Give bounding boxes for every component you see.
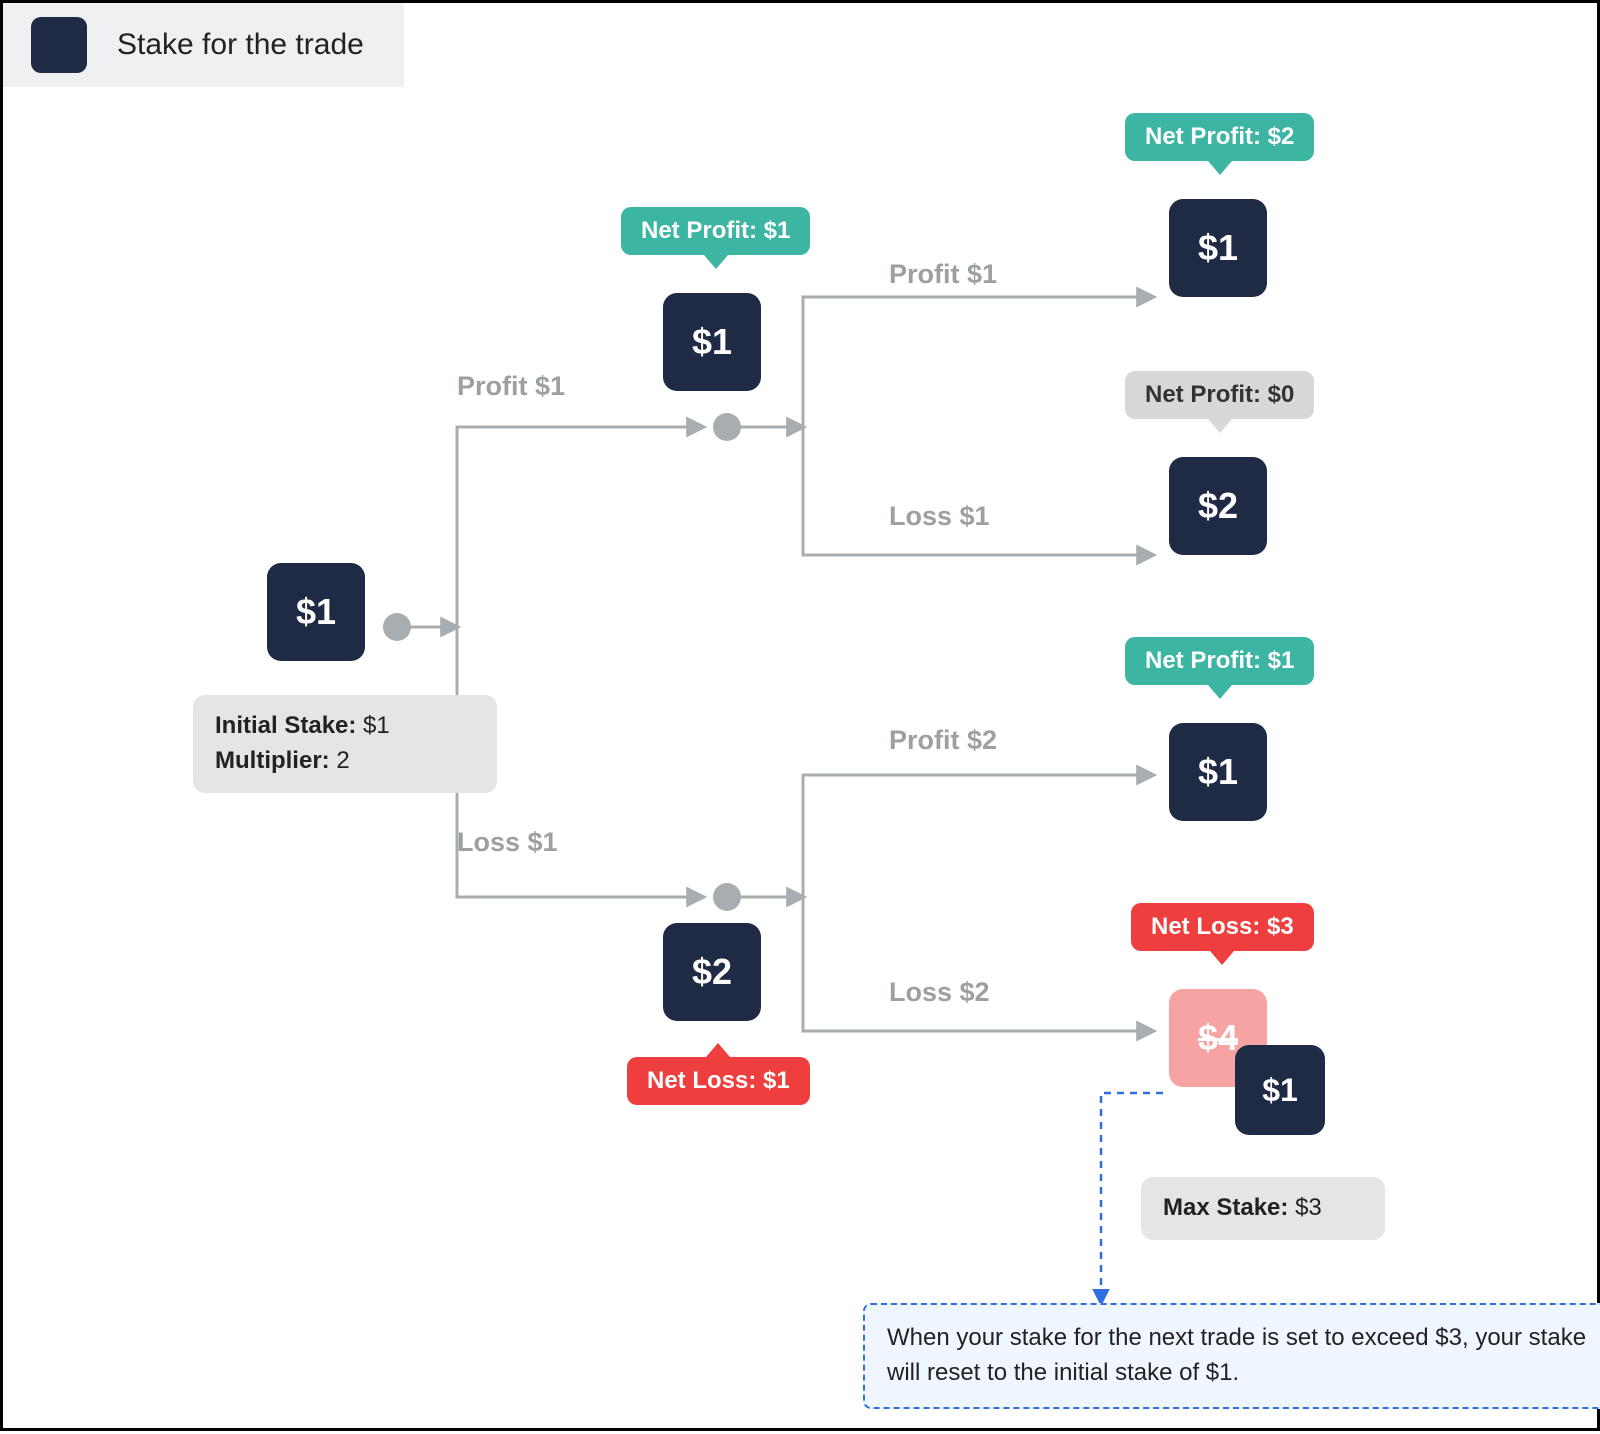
edge-label-lp: Profit $2 <box>889 725 997 756</box>
stake-value: $1 <box>1198 227 1238 269</box>
branch-dot-profit1 <box>713 413 741 441</box>
edge-label-ll: Loss $2 <box>889 977 990 1008</box>
badge-text: Net Loss: $3 <box>1151 913 1294 940</box>
stake-value: $1 <box>1198 751 1238 793</box>
badge-text: Net Profit: $1 <box>1145 647 1294 674</box>
badge-text: Net Loss: $1 <box>647 1067 790 1094</box>
badge-text: Net Profit: $1 <box>641 217 790 244</box>
badge-lp_top: Net Profit: $1 <box>1125 637 1314 685</box>
edge-label-l1: Loss $1 <box>457 827 558 858</box>
panel-initial: Initial Stake: $1 Multiplier: 2 <box>193 695 497 793</box>
badge-ll_top: Net Loss: $3 <box>1131 903 1314 951</box>
stake-value: $4 <box>1198 1017 1238 1059</box>
stake-loss1: $2 <box>663 923 761 1021</box>
edge <box>457 427 703 627</box>
edge-label-pl: Loss $1 <box>889 501 990 532</box>
stake-pp: $1 <box>1169 199 1267 297</box>
stake-value: $1 <box>296 591 336 633</box>
legend: Stake for the trade <box>3 3 404 87</box>
panel-label: Initial Stake: <box>215 712 363 739</box>
stake-value: $1 <box>1262 1072 1298 1109</box>
edge-label-p1: Profit $1 <box>457 371 565 402</box>
badge-loss1_bot: Net Loss: $1 <box>627 1057 810 1105</box>
edge-label-pp: Profit $1 <box>889 259 997 290</box>
badge-profit1_top: Net Profit: $1 <box>621 207 810 255</box>
badge-pp_top: Net Profit: $2 <box>1125 113 1314 161</box>
stake-value: $1 <box>692 321 732 363</box>
panel-value: $1 <box>363 712 390 739</box>
panel-maxstake: Max Stake: $3 <box>1141 1177 1385 1240</box>
stake-pl: $2 <box>1169 457 1267 555</box>
stake-value: $2 <box>692 951 732 993</box>
badge-text: Net Profit: $0 <box>1145 381 1294 408</box>
panel-value: 2 <box>336 747 349 774</box>
diagram-frame: Stake for the trade $1 $1 $2 $1 $2 $1 $4 $1 Net … <box>0 0 1600 1431</box>
badge-pl_top: Net Profit: $0 <box>1125 371 1314 419</box>
legend-text: Stake for the trade <box>117 28 364 62</box>
edge <box>803 775 1153 897</box>
stake-profit1: $1 <box>663 293 761 391</box>
edge <box>803 427 1153 555</box>
stake-value: $2 <box>1198 485 1238 527</box>
panel-label: Max Stake: <box>1163 1194 1295 1221</box>
stake-ll_reset: $1 <box>1235 1045 1325 1135</box>
branch-dot-loss1 <box>713 883 741 911</box>
panel-label: Multiplier: <box>215 747 336 774</box>
badge-text: Net Profit: $2 <box>1145 123 1294 150</box>
branch-dot-root <box>383 613 411 641</box>
stake-lp: $1 <box>1169 723 1267 821</box>
edge <box>803 897 1153 1031</box>
stake-root: $1 <box>267 563 365 661</box>
callout-note: When your stake for the next trade is se… <box>863 1303 1600 1409</box>
panel-value: $3 <box>1295 1194 1322 1221</box>
legend-swatch <box>31 17 87 73</box>
edge <box>803 297 1153 427</box>
